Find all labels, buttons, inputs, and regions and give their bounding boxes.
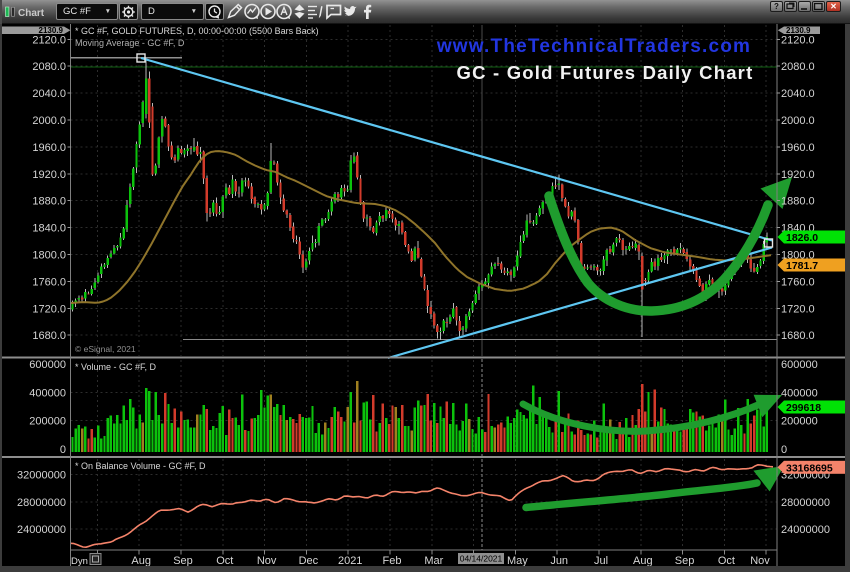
svg-text:1800.0: 1800.0	[32, 250, 66, 262]
svg-text:0: 0	[781, 444, 787, 456]
svg-text:2000.0: 2000.0	[32, 115, 66, 127]
svg-text:1680.0: 1680.0	[781, 330, 815, 342]
svg-text:Oct: Oct	[216, 555, 233, 567]
svg-text:32000000: 32000000	[17, 470, 66, 482]
svg-text:Dyn: Dyn	[71, 556, 88, 567]
svg-text:2040.0: 2040.0	[32, 88, 66, 100]
svg-text:2130.9: 2130.9	[786, 26, 811, 35]
svg-text:2080.0: 2080.0	[32, 61, 66, 73]
svg-text:Aug: Aug	[633, 555, 653, 567]
svg-text:GC - Gold Futures Daily Chart: GC - Gold Futures Daily Chart	[457, 62, 754, 83]
svg-text:1880.0: 1880.0	[781, 196, 815, 208]
svg-text:2040.0: 2040.0	[781, 88, 815, 100]
svg-text:04/14/2021: 04/14/2021	[460, 554, 503, 564]
svg-text:Sep: Sep	[173, 555, 193, 567]
svg-text:Dec: Dec	[299, 555, 319, 567]
svg-text:200000: 200000	[29, 416, 66, 428]
svg-text:0: 0	[60, 444, 66, 456]
svg-text:400000: 400000	[29, 387, 66, 399]
svg-text:* Volume - GC #F, D: * Volume - GC #F, D	[75, 362, 157, 372]
svg-text:1920.0: 1920.0	[32, 169, 66, 181]
svg-text:2021: 2021	[338, 555, 362, 567]
svg-text:1760.0: 1760.0	[32, 276, 66, 288]
svg-text:Aug: Aug	[131, 555, 151, 567]
svg-text:Nov: Nov	[257, 555, 277, 567]
svg-text:1840.0: 1840.0	[32, 223, 66, 235]
svg-text:Nov: Nov	[750, 555, 770, 567]
svg-text:Mar: Mar	[424, 555, 443, 567]
svg-text:299618: 299618	[786, 402, 821, 414]
svg-text:28000000: 28000000	[781, 497, 830, 509]
svg-text:2120.0: 2120.0	[32, 34, 66, 46]
svg-text:1880.0: 1880.0	[32, 196, 66, 208]
svg-text:Jul: Jul	[594, 555, 608, 567]
svg-text:2120.0: 2120.0	[781, 34, 815, 46]
svg-text:Sep: Sep	[675, 555, 695, 567]
svg-text:33168695: 33168695	[786, 462, 833, 474]
svg-text:Feb: Feb	[383, 555, 402, 567]
svg-text:2080.0: 2080.0	[781, 61, 815, 73]
svg-text:2130.9: 2130.9	[39, 26, 64, 35]
svg-text:1781.7: 1781.7	[786, 260, 818, 272]
svg-text:* GC #F, GOLD FUTURES, D, 00:0: * GC #F, GOLD FUTURES, D, 00:00-00:00 (5…	[75, 26, 319, 36]
svg-text:600000: 600000	[781, 359, 818, 371]
svg-text:Jun: Jun	[550, 555, 568, 567]
svg-text:1720.0: 1720.0	[781, 303, 815, 315]
svg-text:1720.0: 1720.0	[32, 303, 66, 315]
svg-text:200000: 200000	[781, 416, 818, 428]
svg-text:600000: 600000	[29, 359, 66, 371]
svg-text:24000000: 24000000	[17, 524, 66, 536]
svg-text:Oct: Oct	[718, 555, 735, 567]
svg-text:© eSignal, 2021: © eSignal, 2021	[75, 344, 136, 354]
svg-text:24000000: 24000000	[781, 524, 830, 536]
svg-text:Moving Average - GC #F, D: Moving Average - GC #F, D	[75, 38, 185, 48]
svg-text:www.TheTechnicalTraders.com: www.TheTechnicalTraders.com	[436, 36, 751, 57]
svg-text:1960.0: 1960.0	[781, 142, 815, 154]
svg-text:1920.0: 1920.0	[781, 169, 815, 181]
svg-text:1760.0: 1760.0	[781, 276, 815, 288]
svg-text:1960.0: 1960.0	[32, 142, 66, 154]
svg-text:2000.0: 2000.0	[781, 115, 815, 127]
svg-text:Chart: Chart	[18, 8, 45, 19]
svg-text:1826.0: 1826.0	[786, 232, 818, 244]
svg-text:May: May	[507, 555, 528, 567]
svg-text:1680.0: 1680.0	[32, 330, 66, 342]
svg-text:400000: 400000	[781, 387, 818, 399]
svg-text:* On Balance Volume - GC #F, D: * On Balance Volume - GC #F, D	[75, 461, 206, 471]
svg-text:28000000: 28000000	[17, 497, 66, 509]
